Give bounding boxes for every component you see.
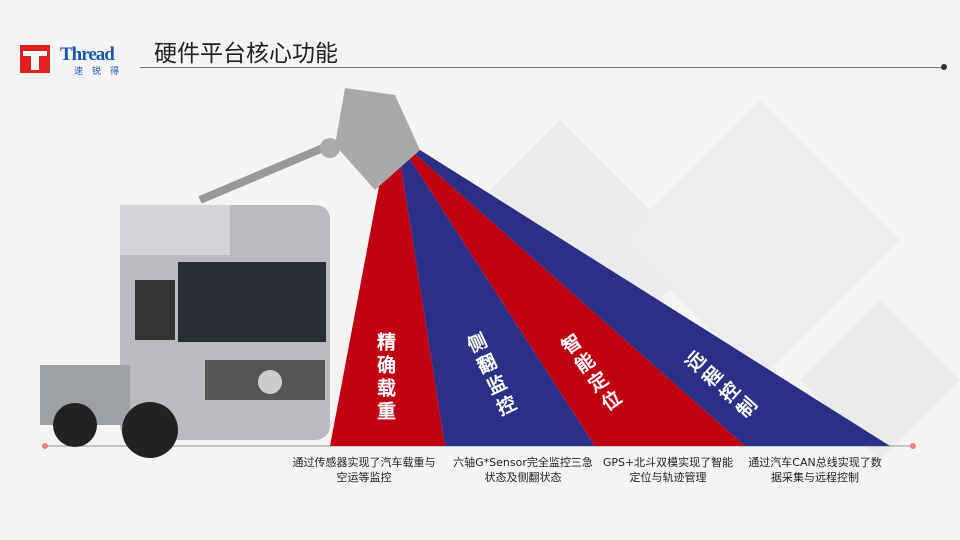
segment-3-caption: GPS+北斗双模实现了智能定位与轨迹管理: [602, 456, 734, 484]
segment-1-wedge: [330, 160, 445, 446]
lamp-icon: [198, 88, 420, 204]
segment-3-wedge: [408, 153, 745, 446]
title-divider: [140, 67, 944, 68]
segment-2-wedge: [400, 156, 595, 446]
segment-1-caption: 通过传感器实现了汽车载重与空运等监控: [292, 456, 436, 484]
segment-4-caption: 通过汽车CAN总线实现了数据采集与远程控制: [748, 456, 882, 484]
brand-logo-text: Thread: [60, 44, 115, 65]
baseline-end-dot: [910, 443, 916, 449]
truck-image: [40, 205, 330, 458]
logo-icon: [20, 45, 50, 77]
segment-4-wedge: [414, 150, 890, 446]
baseline-start-dot: [42, 443, 48, 449]
segment-1-label: 精确载重: [374, 332, 396, 424]
brand-logo-cn: 速锐得: [74, 67, 129, 77]
page-title: 硬件平台核心功能: [154, 41, 338, 67]
divider-dot: [941, 64, 947, 70]
segment-2-caption: 六轴G*Sensor完全监控三急状态及侧翻状态: [453, 456, 593, 484]
